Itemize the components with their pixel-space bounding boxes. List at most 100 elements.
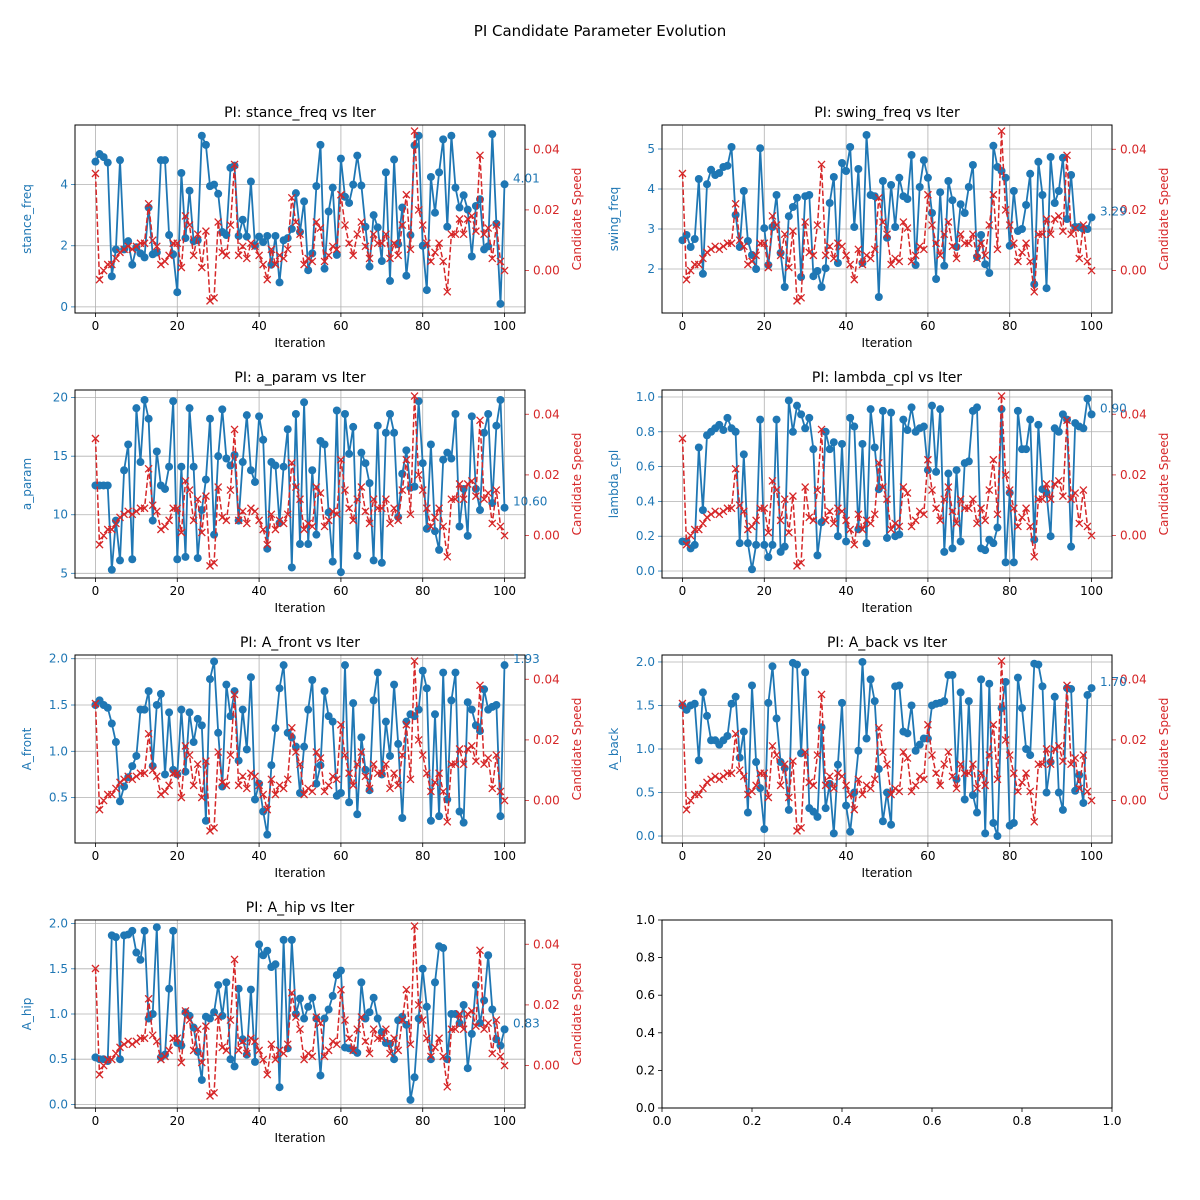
param-point-marker [936, 405, 945, 414]
speed-point-marker [821, 781, 830, 790]
speed-point-marker [842, 781, 851, 790]
x-tick-label: 0 [679, 584, 687, 598]
param-point-marker [743, 539, 752, 548]
speed-point-marker [214, 1013, 223, 1021]
param-point-marker [923, 173, 932, 182]
param-point-marker [418, 666, 427, 675]
param-point-marker [1083, 691, 1092, 700]
speed-point-marker [809, 781, 818, 790]
param-point-marker [488, 1005, 497, 1014]
x-axis-label: Iteration [275, 336, 326, 350]
speed-point-marker [332, 1040, 341, 1049]
param-point-marker [210, 180, 219, 189]
param-point-marker [304, 540, 313, 549]
speed-point-marker [1087, 266, 1096, 275]
param-point-marker [406, 1095, 415, 1104]
param-point-marker [1058, 153, 1067, 162]
speed-point-marker [682, 805, 691, 814]
param-point-marker [332, 406, 341, 415]
speed-point-marker [748, 257, 756, 266]
speed-point-marker [997, 657, 1006, 666]
param-point-marker [185, 186, 194, 195]
param-point-marker [234, 231, 243, 240]
param-point-marker [838, 698, 846, 707]
param-point-marker [903, 195, 912, 203]
speed-point-marker [793, 561, 801, 570]
y-tick-label: 0.4 [636, 494, 655, 508]
speed-point-marker [193, 760, 202, 769]
param-point-marker [341, 192, 349, 201]
param-point-marker [132, 751, 141, 760]
param-point-marker [760, 224, 769, 233]
param-point-marker [919, 156, 928, 165]
param-point-marker [275, 278, 284, 287]
speed-point-marker [443, 287, 452, 296]
param-point-marker [459, 1000, 468, 1009]
param-point-marker [234, 756, 243, 765]
param-point-marker [496, 812, 505, 821]
speed-point-marker [165, 781, 174, 790]
speed-point-marker [304, 254, 313, 263]
y2-tick-label: 0.02 [1120, 733, 1147, 747]
param-point-marker [797, 749, 806, 758]
param-point-marker [435, 168, 444, 177]
y-axis-label: A_back [607, 728, 621, 771]
speed-point-marker [91, 964, 100, 973]
param-point-marker [735, 539, 744, 548]
param-point-marker [768, 662, 777, 671]
x-tick-label: 40 [251, 849, 266, 863]
y-axis-label: A_front [20, 727, 34, 770]
speed-point-marker [801, 748, 810, 756]
speed-point-marker [349, 781, 358, 790]
x-tick-label: 20 [170, 584, 185, 598]
param-point-marker [846, 143, 855, 151]
x-tick-label: 100 [493, 1114, 516, 1128]
param-point-marker [944, 469, 953, 478]
y-tick-label: 0.6 [636, 460, 655, 474]
param-point-marker [981, 829, 990, 838]
speed-point-marker [476, 151, 484, 160]
speed-point-marker [1067, 495, 1076, 504]
speed-point-marker [410, 657, 419, 666]
param-point-marker [1034, 420, 1043, 429]
speed-point-marker [402, 985, 411, 994]
param-point-marker [357, 978, 366, 987]
param-point-marker [271, 960, 280, 969]
axes-frame [74, 389, 526, 579]
speed-point-marker [132, 242, 141, 251]
speed-point-marker [263, 1070, 272, 1079]
speed-point-marker [345, 504, 354, 513]
speed-point-marker [1046, 495, 1055, 504]
speed-point-marker [471, 227, 480, 236]
param-point-marker [895, 530, 904, 539]
speed-point-marker [431, 513, 439, 522]
y2-tick-label: 0.02 [533, 733, 560, 747]
param-point-marker [111, 245, 120, 254]
param-point-marker [1067, 171, 1076, 179]
param-point-marker [443, 222, 452, 231]
param-point-marker [500, 180, 509, 189]
speed-point-marker [838, 242, 846, 251]
speed-point-marker [1063, 681, 1071, 690]
speed-point-marker [928, 751, 936, 760]
speed-point-marker [735, 501, 744, 510]
speed-point-marker [797, 823, 806, 832]
speed-point-marker [132, 507, 141, 516]
speed-point-marker [267, 1040, 276, 1049]
param-point-marker [883, 533, 891, 542]
param-point-marker [1087, 684, 1096, 693]
speed-point-marker [328, 772, 337, 781]
param-point-marker [279, 935, 288, 944]
param-point-marker [193, 554, 202, 563]
speed-point-marker [111, 519, 120, 528]
param-point-marker [451, 410, 460, 419]
speed-point-marker [459, 230, 468, 239]
speed-point-marker [99, 266, 108, 275]
speed-point-marker [923, 455, 932, 464]
speed-point-marker [144, 199, 153, 208]
param-point-marker [373, 668, 382, 677]
param-point-marker [402, 446, 411, 455]
param-point-marker [390, 1055, 399, 1064]
param-point-marker [349, 180, 358, 189]
speed-point-marker [471, 492, 480, 501]
